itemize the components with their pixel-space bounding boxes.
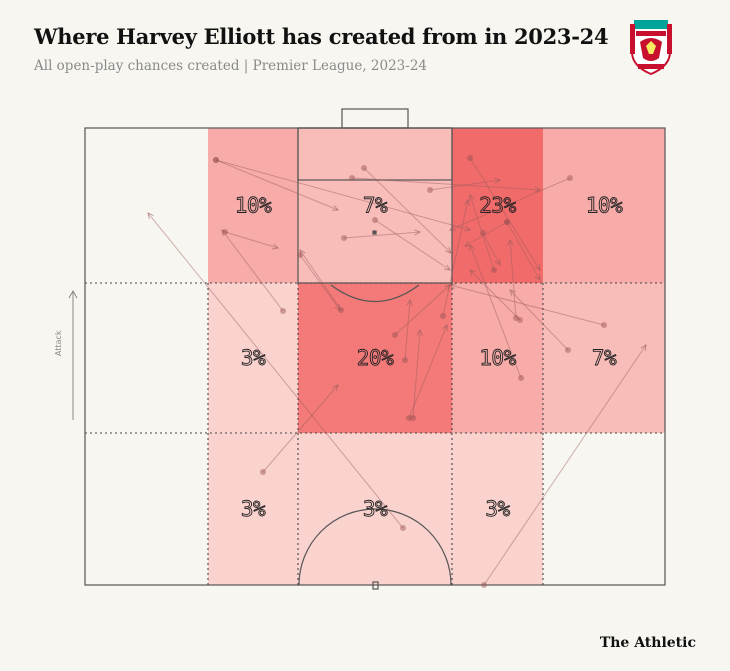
heatmap-zone bbox=[298, 128, 452, 283]
pass-arrow bbox=[468, 243, 524, 381]
pitch-markings bbox=[84, 108, 666, 590]
heatmap-zone bbox=[208, 283, 298, 433]
goal-top bbox=[341, 108, 409, 129]
pass-arrow bbox=[406, 323, 448, 421]
pass-arrow bbox=[410, 328, 423, 421]
pass-arrow bbox=[372, 217, 451, 271]
heatmap-zone bbox=[208, 433, 298, 585]
penalty-arc bbox=[330, 284, 420, 302]
the-athletic-logo: The Athletic bbox=[599, 635, 696, 651]
centre-spot bbox=[372, 581, 379, 590]
heatmap-zone bbox=[452, 283, 543, 433]
heatmap-zone bbox=[543, 283, 665, 433]
zone-percentage-label: 7% bbox=[363, 194, 388, 218]
zone-percentage-label: 20% bbox=[357, 346, 394, 370]
pass-arrow bbox=[213, 157, 472, 232]
zone-percentage-label: 10% bbox=[479, 346, 516, 370]
pass-arrow bbox=[213, 157, 340, 211]
pass-arrow bbox=[448, 283, 607, 328]
heatmap-zone bbox=[298, 283, 452, 433]
attack-label: Attack bbox=[54, 330, 63, 356]
pass-arrow bbox=[260, 384, 339, 475]
zone-percentage-label: 10% bbox=[235, 194, 272, 218]
zone-percentage-label: 23% bbox=[479, 194, 516, 218]
zone-percentage-label: 3% bbox=[241, 497, 266, 521]
pass-arrow bbox=[402, 298, 413, 363]
pass-arrow bbox=[469, 269, 523, 323]
six-yard-box bbox=[297, 127, 453, 181]
pass-arrow bbox=[361, 165, 452, 254]
pass-arrow bbox=[341, 229, 422, 241]
pass-arrow bbox=[507, 238, 519, 321]
pass-arrow bbox=[468, 193, 497, 273]
heatmap-zone bbox=[452, 128, 543, 283]
heatmap-zone bbox=[452, 433, 543, 585]
pass-arrow bbox=[349, 175, 542, 193]
centre-circle bbox=[298, 508, 452, 586]
penalty-spot bbox=[372, 230, 377, 235]
heatmap-zone bbox=[543, 128, 665, 283]
pass-arrow bbox=[221, 229, 286, 314]
chart-title: Where Harvey Elliott has created from in… bbox=[34, 24, 609, 49]
pass-arrow bbox=[427, 177, 502, 193]
zone-percentage-label: 3% bbox=[241, 346, 266, 370]
zone-percentage-label: 3% bbox=[363, 497, 388, 521]
pass-arrow bbox=[467, 155, 541, 271]
pass-arrow bbox=[440, 198, 470, 319]
liverpool-crest-icon bbox=[630, 20, 672, 76]
pass-arrow bbox=[480, 230, 501, 267]
pass-arrow bbox=[509, 289, 571, 353]
zone-percentage-label: 10% bbox=[586, 194, 623, 218]
zone-percentage-label: 3% bbox=[485, 497, 510, 521]
pass-arrow bbox=[504, 219, 541, 281]
zone-percentage-label: 7% bbox=[592, 346, 617, 370]
pass-arrow bbox=[464, 219, 510, 247]
chart-subtitle: All open-play chances created | Premier … bbox=[34, 58, 428, 74]
pass-arrow bbox=[147, 212, 406, 531]
pass-arrow bbox=[297, 252, 341, 311]
attack-direction-arrow bbox=[68, 289, 78, 420]
pass-arrow bbox=[448, 175, 573, 231]
heatmap-zone bbox=[208, 128, 298, 283]
pass-arrow bbox=[481, 344, 647, 588]
